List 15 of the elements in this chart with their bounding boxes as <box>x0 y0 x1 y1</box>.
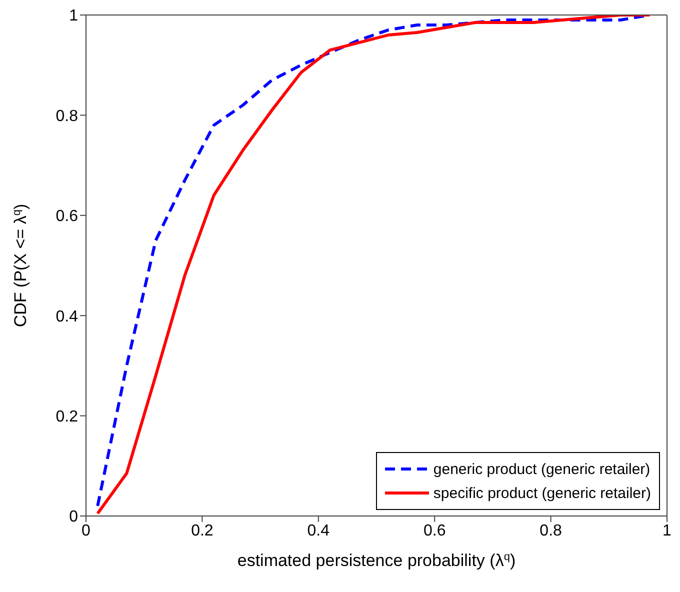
x-tick-label: 0 <box>82 522 91 540</box>
y-tick-label: 0.2 <box>56 408 78 426</box>
y-tick-label: 0 <box>69 508 78 526</box>
y-tick-label: 0.6 <box>56 208 78 226</box>
x-tick-label: 0.2 <box>191 522 214 540</box>
y-tick-label: 0.4 <box>56 308 78 326</box>
x-axis-title: estimated persistence probability (λ$^{q}$) <box>237 551 516 570</box>
x-tick-label: 0.4 <box>307 522 330 540</box>
legend-label: generic product (generic retailer) <box>433 460 650 478</box>
x-tick-label: 0.8 <box>540 522 562 540</box>
x-tick-label: 1 <box>662 522 672 540</box>
legend-label: specific product (generic retailer) <box>433 484 651 502</box>
y-tick-label: 0.8 <box>56 108 78 125</box>
x-tick-label: 0.6 <box>423 522 446 540</box>
y-tick-label: 1 <box>69 8 78 25</box>
